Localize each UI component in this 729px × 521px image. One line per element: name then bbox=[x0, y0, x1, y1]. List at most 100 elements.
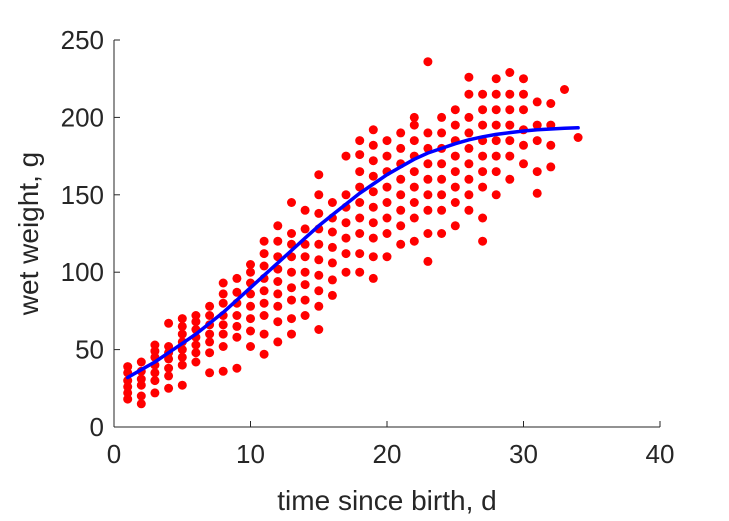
data-point bbox=[259, 249, 269, 259]
data-point bbox=[246, 342, 255, 351]
data-point bbox=[191, 357, 201, 367]
data-point bbox=[314, 286, 324, 296]
data-point bbox=[164, 318, 174, 328]
data-point bbox=[287, 329, 296, 339]
data-point bbox=[314, 208, 324, 218]
data-point bbox=[150, 340, 160, 350]
data-point bbox=[123, 362, 133, 372]
data-point bbox=[396, 190, 406, 200]
data-point bbox=[437, 128, 447, 138]
data-point bbox=[232, 363, 242, 373]
x-ticks: 0 10 20 30 40 bbox=[107, 421, 675, 469]
data-point bbox=[396, 221, 406, 231]
data-point bbox=[423, 159, 433, 169]
data-point bbox=[505, 105, 515, 115]
data-point bbox=[218, 342, 228, 351]
data-point bbox=[177, 314, 187, 324]
data-point bbox=[327, 227, 337, 237]
y-tick-label: 200 bbox=[61, 102, 104, 132]
data-point bbox=[532, 167, 542, 177]
data-point bbox=[491, 151, 501, 161]
data-point bbox=[341, 151, 351, 161]
data-point bbox=[191, 311, 201, 320]
data-point bbox=[177, 321, 187, 331]
data-point bbox=[218, 320, 228, 330]
x-tick-label: 30 bbox=[509, 439, 538, 469]
data-point bbox=[409, 120, 419, 130]
data-point bbox=[205, 368, 215, 378]
data-point bbox=[450, 120, 460, 130]
data-point bbox=[423, 205, 433, 215]
data-point bbox=[409, 182, 419, 192]
data-point bbox=[150, 388, 160, 398]
data-point bbox=[218, 298, 228, 308]
fit-curve bbox=[125, 126, 580, 380]
data-point bbox=[423, 190, 433, 200]
data-point bbox=[355, 198, 365, 207]
data-point bbox=[259, 236, 269, 246]
data-point bbox=[136, 380, 146, 390]
data-point bbox=[423, 174, 433, 184]
x-axis-label: time since birth, d bbox=[277, 485, 496, 516]
data-point bbox=[273, 289, 283, 299]
data-point bbox=[491, 89, 501, 99]
data-point bbox=[273, 221, 283, 231]
data-point bbox=[273, 317, 283, 327]
data-point bbox=[573, 133, 583, 142]
data-point bbox=[232, 321, 242, 331]
data-point bbox=[314, 239, 324, 249]
fit-curve-layer bbox=[125, 126, 580, 380]
data-point bbox=[205, 301, 215, 311]
data-point bbox=[382, 252, 392, 262]
data-point bbox=[368, 273, 378, 283]
data-point bbox=[355, 167, 365, 177]
data-point bbox=[437, 159, 447, 169]
data-point bbox=[327, 198, 337, 207]
data-point bbox=[464, 128, 474, 138]
data-point bbox=[246, 260, 255, 269]
data-point bbox=[409, 198, 419, 207]
data-point bbox=[136, 357, 146, 367]
data-point bbox=[450, 167, 460, 177]
data-point bbox=[532, 188, 542, 198]
data-point bbox=[450, 198, 460, 207]
data-point bbox=[273, 337, 283, 347]
data-point bbox=[300, 205, 310, 215]
data-point bbox=[546, 140, 556, 150]
data-point bbox=[368, 171, 378, 181]
data-point bbox=[478, 213, 488, 223]
data-point bbox=[150, 368, 160, 378]
data-point bbox=[450, 151, 460, 161]
data-point bbox=[491, 190, 501, 200]
data-point bbox=[437, 174, 447, 184]
data-point bbox=[314, 301, 324, 311]
data-point bbox=[409, 236, 419, 246]
data-point bbox=[505, 120, 515, 130]
data-point bbox=[491, 105, 501, 115]
data-point bbox=[368, 233, 378, 243]
data-point bbox=[273, 277, 283, 286]
data-point bbox=[177, 360, 187, 370]
data-point bbox=[314, 325, 324, 334]
data-point bbox=[464, 190, 474, 200]
data-point bbox=[382, 213, 392, 223]
x-tick-label: 40 bbox=[646, 439, 675, 469]
data-point bbox=[505, 68, 515, 77]
data-point bbox=[232, 287, 242, 297]
data-point bbox=[232, 273, 242, 283]
data-point bbox=[164, 354, 174, 364]
data-point bbox=[218, 289, 228, 299]
data-point bbox=[164, 383, 174, 393]
data-point bbox=[218, 366, 228, 376]
data-point bbox=[450, 221, 460, 231]
data-point bbox=[259, 329, 269, 339]
data-point bbox=[259, 286, 269, 296]
data-point bbox=[450, 105, 460, 115]
data-point bbox=[464, 205, 474, 215]
y-tick-label: 100 bbox=[61, 257, 104, 287]
data-point bbox=[355, 267, 365, 277]
data-point bbox=[164, 363, 174, 373]
data-point bbox=[382, 198, 392, 207]
data-point bbox=[300, 311, 310, 320]
